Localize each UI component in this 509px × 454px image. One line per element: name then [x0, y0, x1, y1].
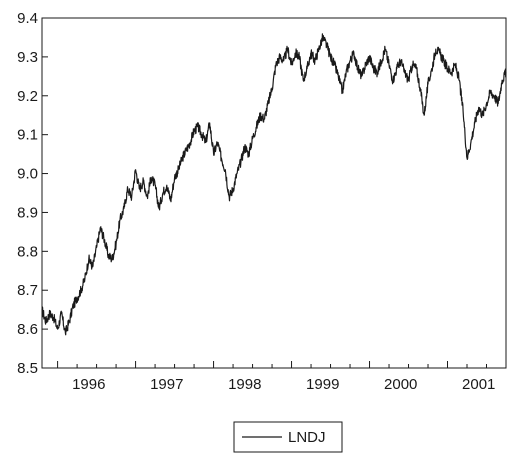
x-tick-label: 2000 — [384, 376, 417, 393]
y-tick-label: 9.3 — [17, 49, 38, 66]
legend-label: LNDJ — [288, 429, 326, 446]
legend: LNDJ — [233, 421, 343, 453]
y-axis: 8.5 8.6 8.7 8.8 8.9 9.0 9.1 9.2 9.3 9.4 — [17, 10, 48, 377]
x-tick-label: 2001 — [462, 376, 495, 393]
y-tick-label: 9.2 — [17, 88, 38, 105]
x-axis: 1996 1997 1998 1999 2000 2001 — [57, 361, 507, 393]
plot-frame — [41, 17, 507, 369]
x-tick-label: 1996 — [72, 376, 105, 393]
y-tick-label: 8.6 — [17, 321, 38, 338]
series-line-lndj — [41, 33, 507, 336]
y-tick-label: 9.1 — [17, 127, 38, 144]
y-tick-label: 8.8 — [17, 243, 38, 260]
x-tick-label: 1999 — [306, 376, 339, 393]
y-tick-label: 9.4 — [17, 10, 38, 27]
y-tick-label: 8.5 — [17, 360, 38, 377]
x-tick-label: 1997 — [150, 376, 183, 393]
y-tick-label: 9.0 — [17, 166, 38, 183]
y-tick-label: 8.9 — [17, 204, 38, 221]
x-tick-label: 1998 — [228, 376, 261, 393]
y-tick-label: 8.7 — [17, 282, 38, 299]
